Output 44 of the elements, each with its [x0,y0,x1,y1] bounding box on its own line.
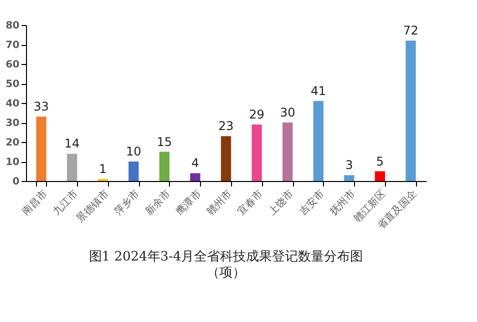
data-label: 29 [249,107,264,122]
y-tick-label: 70 [6,40,20,51]
y-tick-label: 60 [6,60,20,70]
bar [313,101,324,181]
bar [66,154,78,181]
bar [374,171,386,181]
x-tick-label: 宜春市 [235,188,266,218]
x-tick-label: 赣州市 [204,188,234,218]
y-tick-label: 0 [12,176,20,188]
y-tick-label: 10 [6,157,20,168]
bar [159,152,170,181]
data-label: 72 [403,24,418,38]
bar [282,122,293,181]
data-label: 3 [345,158,353,172]
bar [36,116,46,181]
x-tick-label: 上饶市 [266,188,296,218]
data-label: 4 [191,156,200,170]
data-label: 14 [64,136,80,151]
y-tick-label: 20 [6,138,20,148]
data-label: 41 [310,84,326,98]
bar [406,40,416,181]
y-tick-label: 40 [6,98,20,110]
data-label: 23 [218,119,234,134]
x-tick-label: 南昌市 [20,188,50,218]
data-label: 33 [34,100,49,114]
bar [220,136,232,181]
data-label: 10 [126,144,142,158]
text: （项） [206,265,246,280]
bar [128,162,139,181]
x-tick-label: 吉安市 [296,188,327,218]
y-tick-label: 30 [6,118,20,129]
bar [344,175,354,181]
bar [190,173,200,181]
x-tick-label: 鹰潭市 [174,188,204,218]
text: 图1 2024年3-4月全省科技成果登记数量分布图 [88,249,364,264]
bar [252,124,262,181]
y-tick-label: 50 [6,79,20,90]
x-tick-label: 新余市 [142,188,173,218]
data-label: 15 [156,134,172,149]
data-label: 30 [280,106,296,120]
data-label: 1 [99,162,107,176]
x-tick-label: 萍乡市 [112,188,142,218]
data-label: 5 [376,154,384,168]
y-tick-label: 80 [6,20,20,32]
